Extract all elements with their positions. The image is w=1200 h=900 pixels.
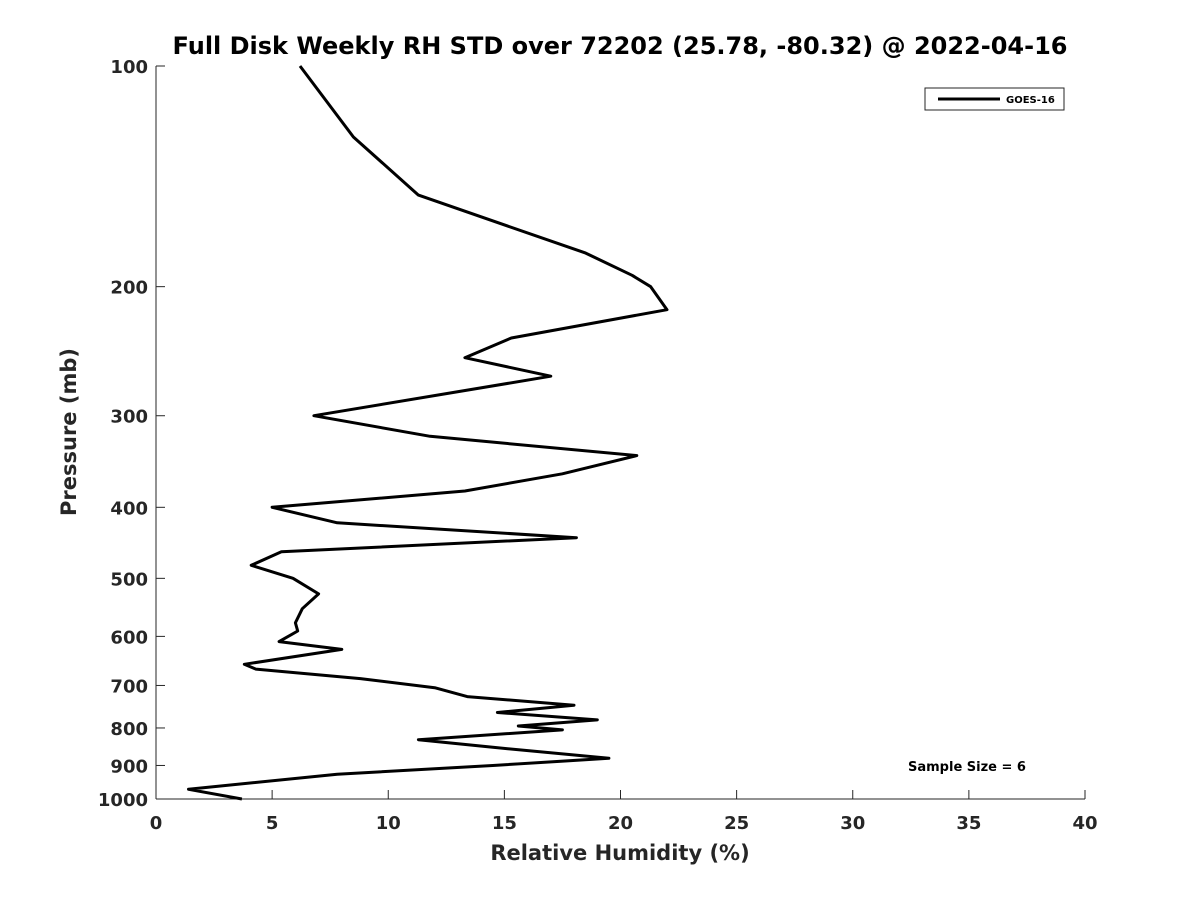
y-tick-label: 100 (110, 57, 148, 78)
y-tick-label: 200 (110, 278, 148, 299)
x-tick-label: 10 (376, 813, 401, 834)
x-tick-label: 5 (266, 813, 279, 834)
y-tick-label: 700 (110, 676, 148, 697)
x-tick-label: 15 (492, 813, 517, 834)
x-tick-label: 40 (1072, 813, 1097, 834)
sample-size-annotation: Sample Size = 6 (908, 760, 1026, 775)
y-tick-label: 600 (110, 627, 148, 648)
x-axis-ticks: 0 5 10 15 20 25 30 35 40 (150, 790, 1098, 834)
x-tick-label: 20 (608, 813, 633, 834)
y-tick-label: 500 (110, 569, 148, 590)
y-tick-label: 800 (110, 719, 148, 740)
y-tick-label: 300 (110, 407, 148, 428)
y-axis-ticks: 100 200 300 400 500 600 700 800 900 1000 (98, 57, 165, 811)
x-tick-label: 35 (956, 813, 981, 834)
x-axis-label: Relative Humidity (%) (490, 841, 749, 865)
y-tick-label: 1000 (98, 790, 148, 811)
y-tick-label: 900 (110, 756, 148, 777)
y-tick-label: 400 (110, 498, 148, 519)
legend-label-goes-16: GOES-16 (1006, 95, 1055, 106)
legend: GOES-16 (924, 87, 1065, 111)
y-axis-label: Pressure (mb) (57, 348, 81, 516)
chart-title: Full Disk Weekly RH STD over 72202 (25.7… (173, 32, 1068, 60)
x-tick-label: 30 (840, 813, 865, 834)
x-tick-label: 25 (724, 813, 749, 834)
series-line-goes-16 (187, 65, 669, 801)
x-tick-label: 0 (150, 813, 163, 834)
series-layer (187, 65, 669, 801)
